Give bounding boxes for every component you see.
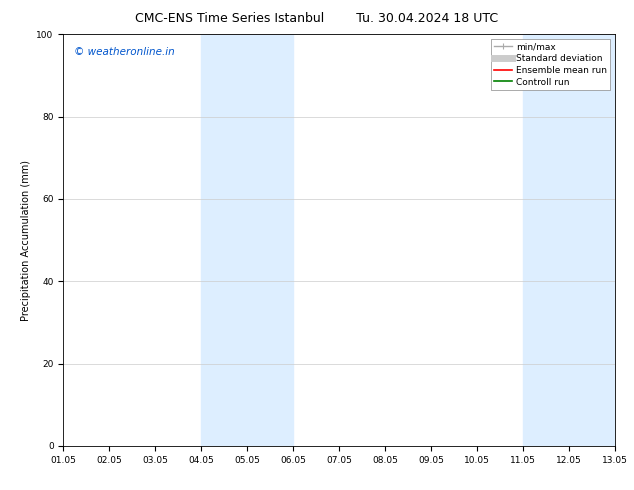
Bar (523, 34, 615, 446)
Bar (202, 34, 293, 446)
Legend: min/max, Standard deviation, Ensemble mean run, Controll run: min/max, Standard deviation, Ensemble me… (491, 39, 611, 90)
Text: CMC-ENS Time Series Istanbul        Tu. 30.04.2024 18 UTC: CMC-ENS Time Series Istanbul Tu. 30.04.2… (136, 12, 498, 25)
Text: © weatheronline.in: © weatheronline.in (74, 47, 175, 57)
Y-axis label: Precipitation Accumulation (mm): Precipitation Accumulation (mm) (21, 160, 31, 320)
